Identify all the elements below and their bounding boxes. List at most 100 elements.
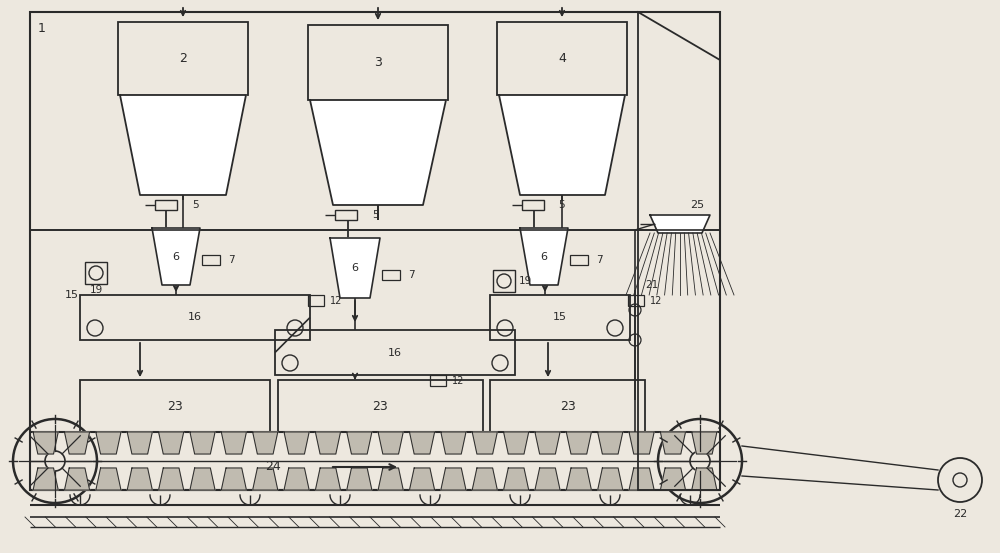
- Polygon shape: [284, 468, 309, 490]
- Text: 21: 21: [645, 280, 658, 290]
- Polygon shape: [535, 468, 560, 490]
- Polygon shape: [159, 468, 184, 490]
- Bar: [278, 380, 483, 432]
- Polygon shape: [441, 468, 466, 490]
- Text: 23: 23: [372, 399, 388, 413]
- Bar: [118, 22, 248, 95]
- Bar: [30, 12, 720, 490]
- Text: 19: 19: [89, 285, 103, 295]
- Polygon shape: [650, 215, 710, 233]
- Polygon shape: [190, 432, 215, 454]
- Polygon shape: [660, 432, 686, 454]
- Polygon shape: [520, 228, 568, 285]
- Text: 12: 12: [650, 296, 662, 306]
- Polygon shape: [598, 468, 623, 490]
- Polygon shape: [378, 432, 403, 454]
- Bar: [490, 295, 630, 340]
- Text: 24: 24: [265, 461, 281, 473]
- Bar: [497, 22, 627, 95]
- Text: 7: 7: [228, 255, 235, 265]
- Polygon shape: [190, 468, 215, 490]
- Polygon shape: [159, 432, 184, 454]
- Bar: [522, 200, 544, 210]
- Polygon shape: [127, 432, 152, 454]
- Bar: [382, 270, 400, 280]
- Bar: [628, 295, 644, 306]
- Bar: [202, 255, 220, 265]
- Polygon shape: [629, 432, 654, 454]
- Text: 23: 23: [167, 399, 183, 413]
- Text: 4: 4: [558, 52, 566, 65]
- Polygon shape: [378, 468, 403, 490]
- Text: 6: 6: [173, 252, 180, 262]
- Text: 12: 12: [452, 376, 464, 386]
- Bar: [490, 380, 645, 432]
- Text: 22: 22: [953, 509, 967, 519]
- Text: 5: 5: [558, 200, 565, 210]
- Text: 19: 19: [519, 276, 532, 286]
- Text: 3: 3: [374, 56, 382, 69]
- Text: 5: 5: [372, 210, 379, 220]
- Polygon shape: [315, 468, 340, 490]
- Polygon shape: [410, 432, 435, 454]
- Polygon shape: [310, 100, 446, 205]
- Polygon shape: [535, 432, 560, 454]
- Bar: [493, 270, 515, 292]
- Polygon shape: [96, 468, 121, 490]
- Polygon shape: [410, 468, 435, 490]
- Polygon shape: [504, 468, 529, 490]
- Bar: [308, 295, 324, 306]
- Bar: [80, 295, 310, 340]
- Text: 7: 7: [596, 255, 603, 265]
- Polygon shape: [221, 432, 246, 454]
- Bar: [275, 330, 515, 375]
- Bar: [335, 210, 357, 220]
- Polygon shape: [472, 468, 497, 490]
- Polygon shape: [566, 432, 591, 454]
- Polygon shape: [127, 468, 152, 490]
- Text: 16: 16: [388, 347, 402, 357]
- Polygon shape: [284, 432, 309, 454]
- Polygon shape: [152, 228, 200, 285]
- Text: 5: 5: [192, 200, 199, 210]
- Polygon shape: [347, 468, 372, 490]
- Bar: [570, 255, 588, 265]
- Polygon shape: [629, 468, 654, 490]
- Polygon shape: [441, 432, 466, 454]
- Text: 25: 25: [690, 200, 704, 210]
- Polygon shape: [33, 432, 58, 454]
- Polygon shape: [598, 432, 623, 454]
- Text: 15: 15: [65, 290, 79, 300]
- Bar: [85, 262, 107, 284]
- Polygon shape: [315, 432, 340, 454]
- Bar: [155, 200, 177, 210]
- Polygon shape: [692, 468, 717, 490]
- Bar: [430, 375, 446, 386]
- Text: 12: 12: [330, 296, 342, 306]
- Polygon shape: [504, 432, 529, 454]
- Bar: [80, 380, 270, 432]
- Bar: [308, 25, 448, 100]
- Text: 2: 2: [179, 52, 187, 65]
- Polygon shape: [692, 432, 717, 454]
- Text: 23: 23: [560, 399, 576, 413]
- Polygon shape: [499, 95, 625, 195]
- Polygon shape: [64, 468, 90, 490]
- Polygon shape: [566, 468, 591, 490]
- Polygon shape: [33, 468, 58, 490]
- Text: 6: 6: [540, 252, 548, 262]
- Polygon shape: [96, 432, 121, 454]
- Polygon shape: [253, 432, 278, 454]
- Text: 16: 16: [188, 312, 202, 322]
- Polygon shape: [472, 432, 497, 454]
- Polygon shape: [347, 432, 372, 454]
- Text: 15: 15: [553, 312, 567, 322]
- Text: 6: 6: [352, 263, 358, 273]
- Polygon shape: [120, 95, 246, 195]
- Text: 7: 7: [408, 270, 415, 280]
- Polygon shape: [221, 468, 246, 490]
- Polygon shape: [330, 238, 380, 298]
- Polygon shape: [64, 432, 90, 454]
- Polygon shape: [660, 468, 686, 490]
- Text: 1: 1: [38, 22, 46, 35]
